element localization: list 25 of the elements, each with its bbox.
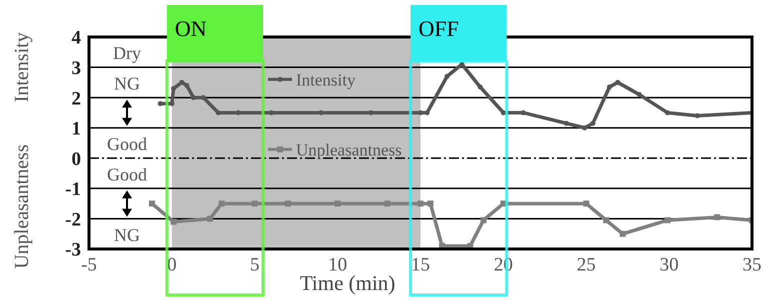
y-tick-label: -1 [65,179,81,200]
x-tick-label: 35 [742,254,762,276]
band-label: ON [174,16,207,41]
y-tick-label: 4 [72,28,82,49]
band-label: OFF [418,16,459,41]
annotation: NG [114,224,140,245]
y-tick-label: 2 [72,88,81,110]
y-axis-title: Intensity [11,32,33,102]
y-tick-label: -2 [65,209,81,230]
x-tick-label: 5 [250,254,260,276]
annotation: NG [114,73,140,94]
legend-label: Unpleasantness [296,140,402,160]
x-tick-label: 15 [411,254,430,276]
annotation: Dry [113,43,141,64]
annotation: Good [107,164,147,184]
y-tick-label: 0 [72,148,81,170]
y-tick-label: -3 [65,240,81,261]
y-tick-label: 3 [72,58,81,80]
x-tick-label: 30 [660,254,679,276]
y-tick-label: 1 [72,118,81,140]
legend-label: Intensity [296,70,356,90]
x-tick-label: -5 [81,254,97,276]
annotation: Good [107,134,147,154]
x-tick-label: 25 [576,254,596,276]
text: Unpleasantness [11,144,33,269]
